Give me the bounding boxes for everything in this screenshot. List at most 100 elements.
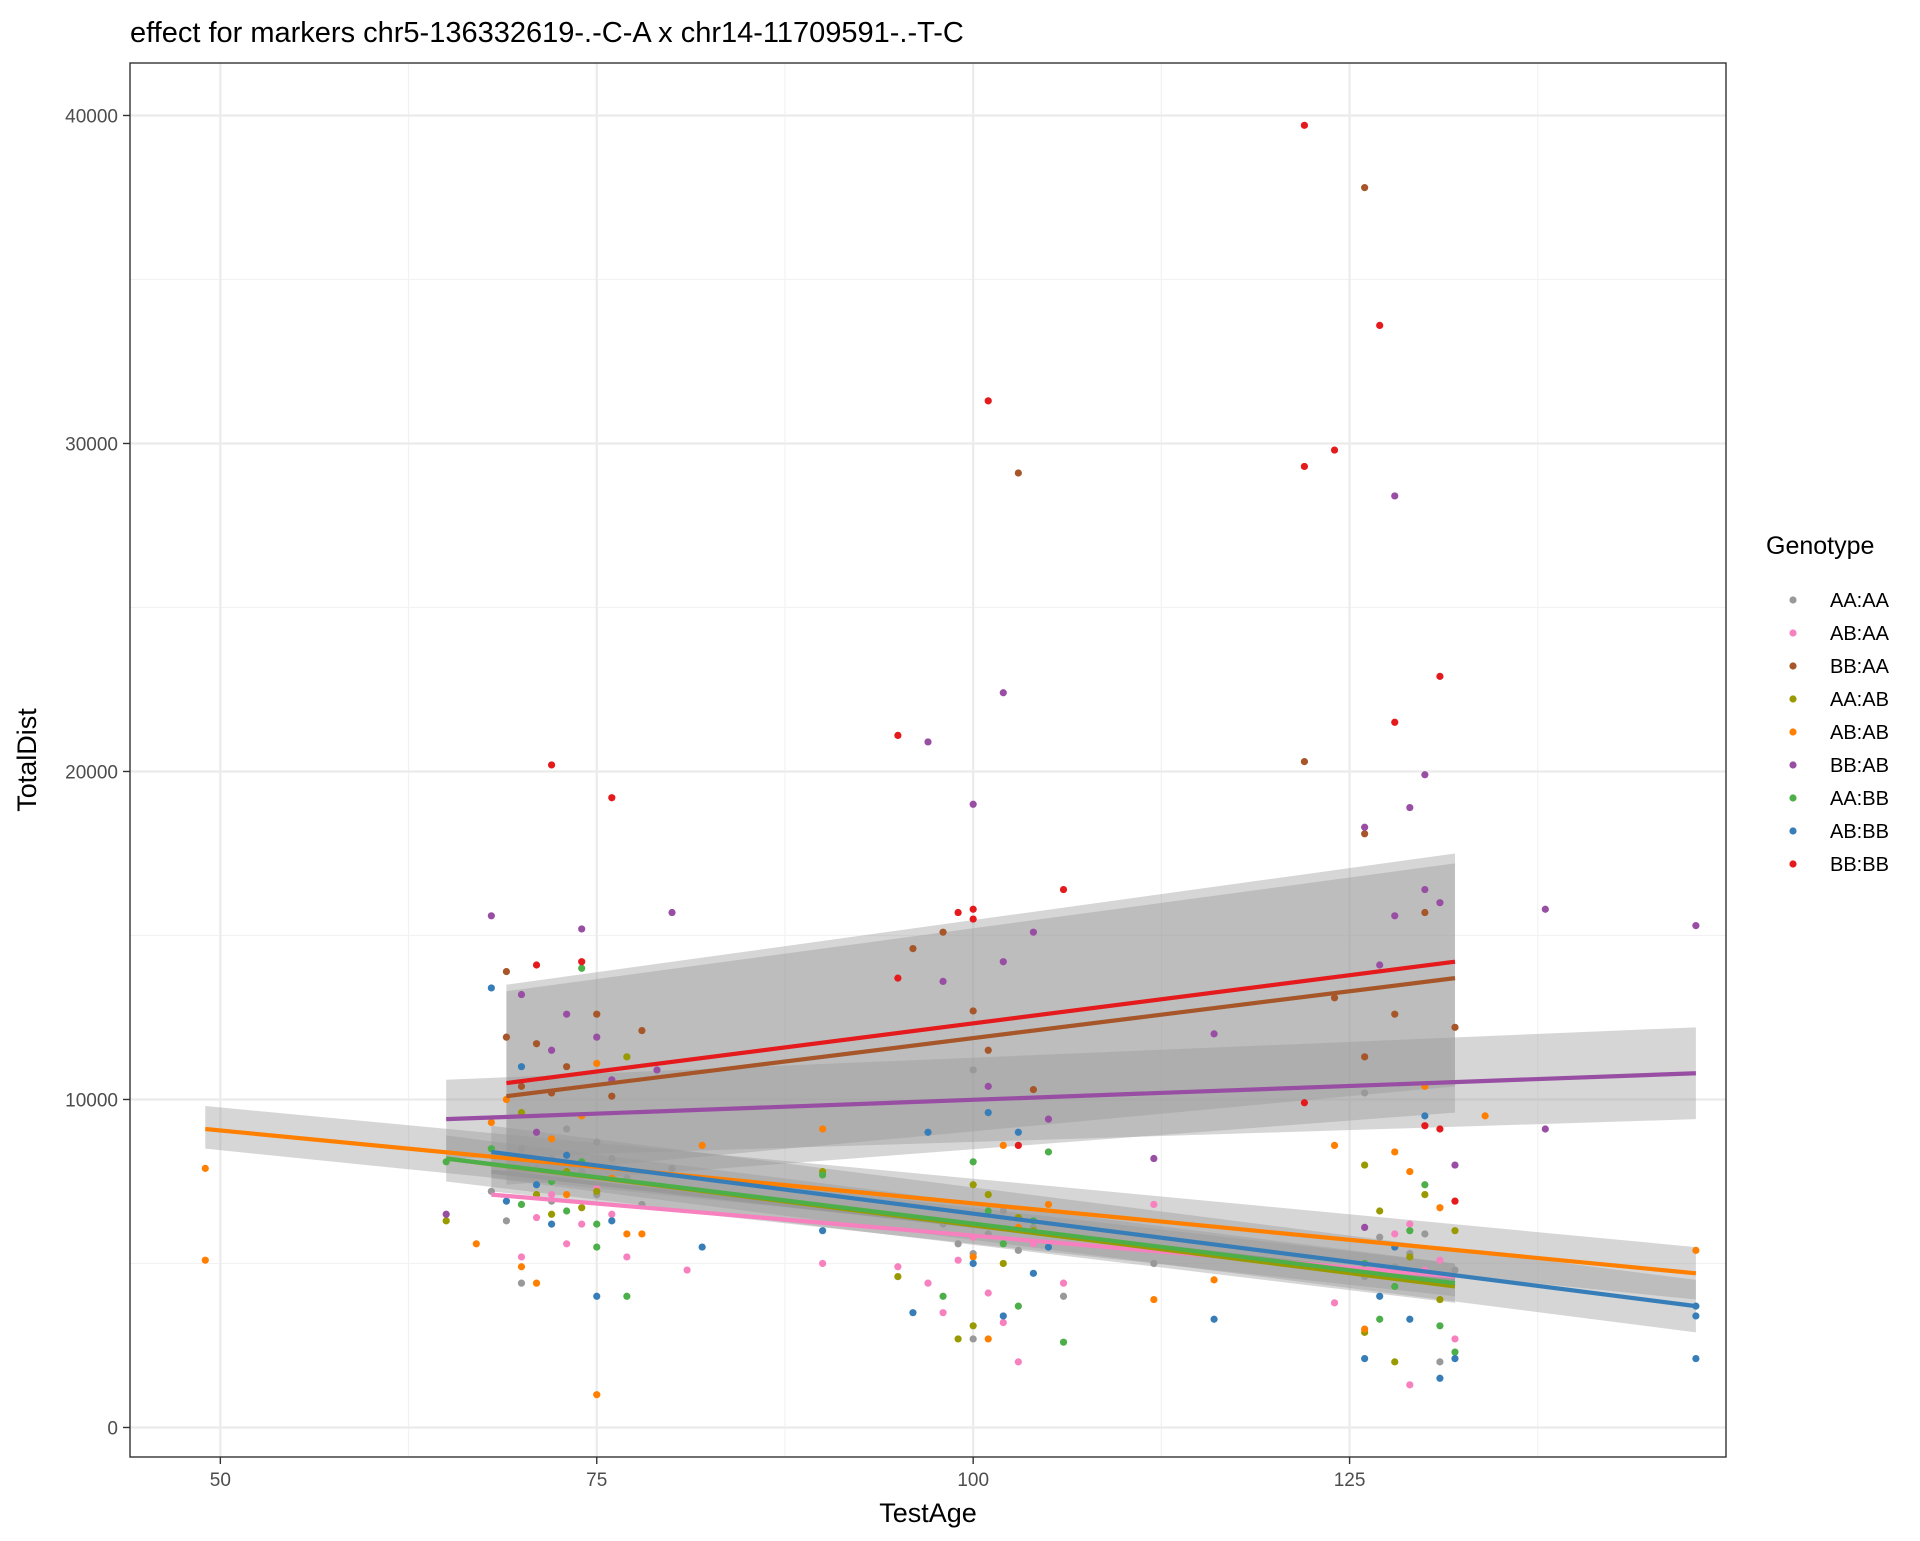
data-point xyxy=(1421,1122,1429,1130)
data-point xyxy=(1300,1099,1309,1107)
legend: Genotype AA:AA AB:AA BB:AA AA:AB AB:AB BB:AB A… xyxy=(1766,532,1890,876)
data-point xyxy=(442,1210,450,1218)
data-point xyxy=(1044,1200,1053,1209)
legend-key xyxy=(1789,827,1797,835)
data-point xyxy=(547,761,556,769)
data-point xyxy=(1406,803,1414,812)
data-point xyxy=(532,961,541,969)
data-point xyxy=(1044,1148,1053,1156)
data-point xyxy=(517,1063,526,1071)
data-point xyxy=(909,945,917,953)
data-point xyxy=(517,1145,526,1153)
data-point xyxy=(999,1141,1007,1149)
data-point xyxy=(517,1263,526,1271)
data-point xyxy=(1451,1023,1459,1031)
data-point xyxy=(819,1259,827,1268)
data-point xyxy=(668,1164,676,1172)
legend-label: AB:BB xyxy=(1830,821,1889,843)
data-point xyxy=(563,1207,571,1215)
data-point xyxy=(969,1007,977,1015)
data-point xyxy=(1436,1204,1444,1212)
data-point xyxy=(532,1040,541,1048)
data-point xyxy=(563,1010,571,1018)
data-point xyxy=(1150,1295,1158,1304)
data-point xyxy=(984,1191,992,1199)
data-point xyxy=(1451,1197,1459,1205)
data-point xyxy=(1014,469,1022,477)
data-point xyxy=(1406,1220,1414,1228)
data-point xyxy=(593,1059,601,1067)
regression-line xyxy=(491,1149,1697,1309)
data-point xyxy=(1210,1030,1218,1038)
data-point xyxy=(547,1191,556,1199)
data-point xyxy=(1421,908,1429,917)
data-point xyxy=(201,1164,209,1172)
data-point xyxy=(563,1125,571,1133)
data-point xyxy=(1300,121,1309,129)
data-point xyxy=(1210,1276,1218,1284)
data-point xyxy=(819,1171,827,1179)
data-point xyxy=(563,1063,571,1071)
plot-panel xyxy=(130,63,1726,1457)
data-point xyxy=(1692,1312,1700,1320)
data-point xyxy=(894,731,902,740)
confidence-band xyxy=(506,853,1455,1175)
data-point xyxy=(502,967,511,976)
data-point xyxy=(1541,905,1549,913)
data-point xyxy=(1300,462,1309,471)
data-point xyxy=(517,990,526,999)
data-point xyxy=(1391,1230,1399,1238)
data-point xyxy=(1406,1168,1414,1176)
data-point xyxy=(1150,1200,1158,1209)
data-point xyxy=(578,1220,586,1228)
data-point xyxy=(969,1181,977,1189)
data-point xyxy=(578,1204,586,1212)
data-point xyxy=(1391,1148,1399,1156)
data-point xyxy=(532,1279,541,1287)
data-point xyxy=(969,800,977,808)
data-point xyxy=(608,1154,616,1163)
data-point xyxy=(517,1082,526,1090)
data-point xyxy=(517,1253,526,1261)
data-point xyxy=(1451,1348,1459,1356)
data-point xyxy=(1014,1246,1022,1254)
data-point xyxy=(1391,1282,1399,1291)
data-point xyxy=(517,1279,526,1287)
legend-label: AB:AB xyxy=(1830,722,1889,744)
legend-key xyxy=(1789,761,1797,769)
data-point xyxy=(638,1230,646,1238)
data-point xyxy=(1014,1128,1022,1136)
data-point xyxy=(472,1240,480,1248)
data-point xyxy=(487,912,495,920)
data-point xyxy=(939,928,947,936)
data-point xyxy=(954,1335,962,1343)
data-point xyxy=(999,689,1007,697)
data-point xyxy=(593,1220,601,1228)
data-point xyxy=(593,1391,601,1399)
data-point xyxy=(1361,830,1369,838)
legend-key xyxy=(1789,662,1797,670)
y-tick-label: 40000 xyxy=(65,106,118,127)
data-point xyxy=(1421,771,1429,779)
data-point xyxy=(1541,1125,1549,1133)
data-point xyxy=(1436,1125,1444,1133)
data-point xyxy=(969,1322,977,1330)
data-point xyxy=(1421,1191,1429,1199)
data-point xyxy=(623,1230,631,1238)
data-point xyxy=(563,1191,571,1199)
data-point xyxy=(1150,1154,1158,1163)
regression-line xyxy=(446,1071,1696,1122)
data-point xyxy=(1014,1358,1022,1366)
data-point xyxy=(984,1046,992,1054)
data-point xyxy=(578,925,586,933)
data-point xyxy=(969,1158,977,1166)
data-point xyxy=(502,1197,511,1205)
data-point xyxy=(1059,885,1068,894)
data-point xyxy=(999,1318,1007,1327)
legend-key xyxy=(1789,728,1797,736)
data-point xyxy=(1376,1292,1384,1300)
data-point xyxy=(1044,1115,1053,1123)
data-point xyxy=(1376,321,1384,329)
data-point xyxy=(1692,1355,1700,1363)
